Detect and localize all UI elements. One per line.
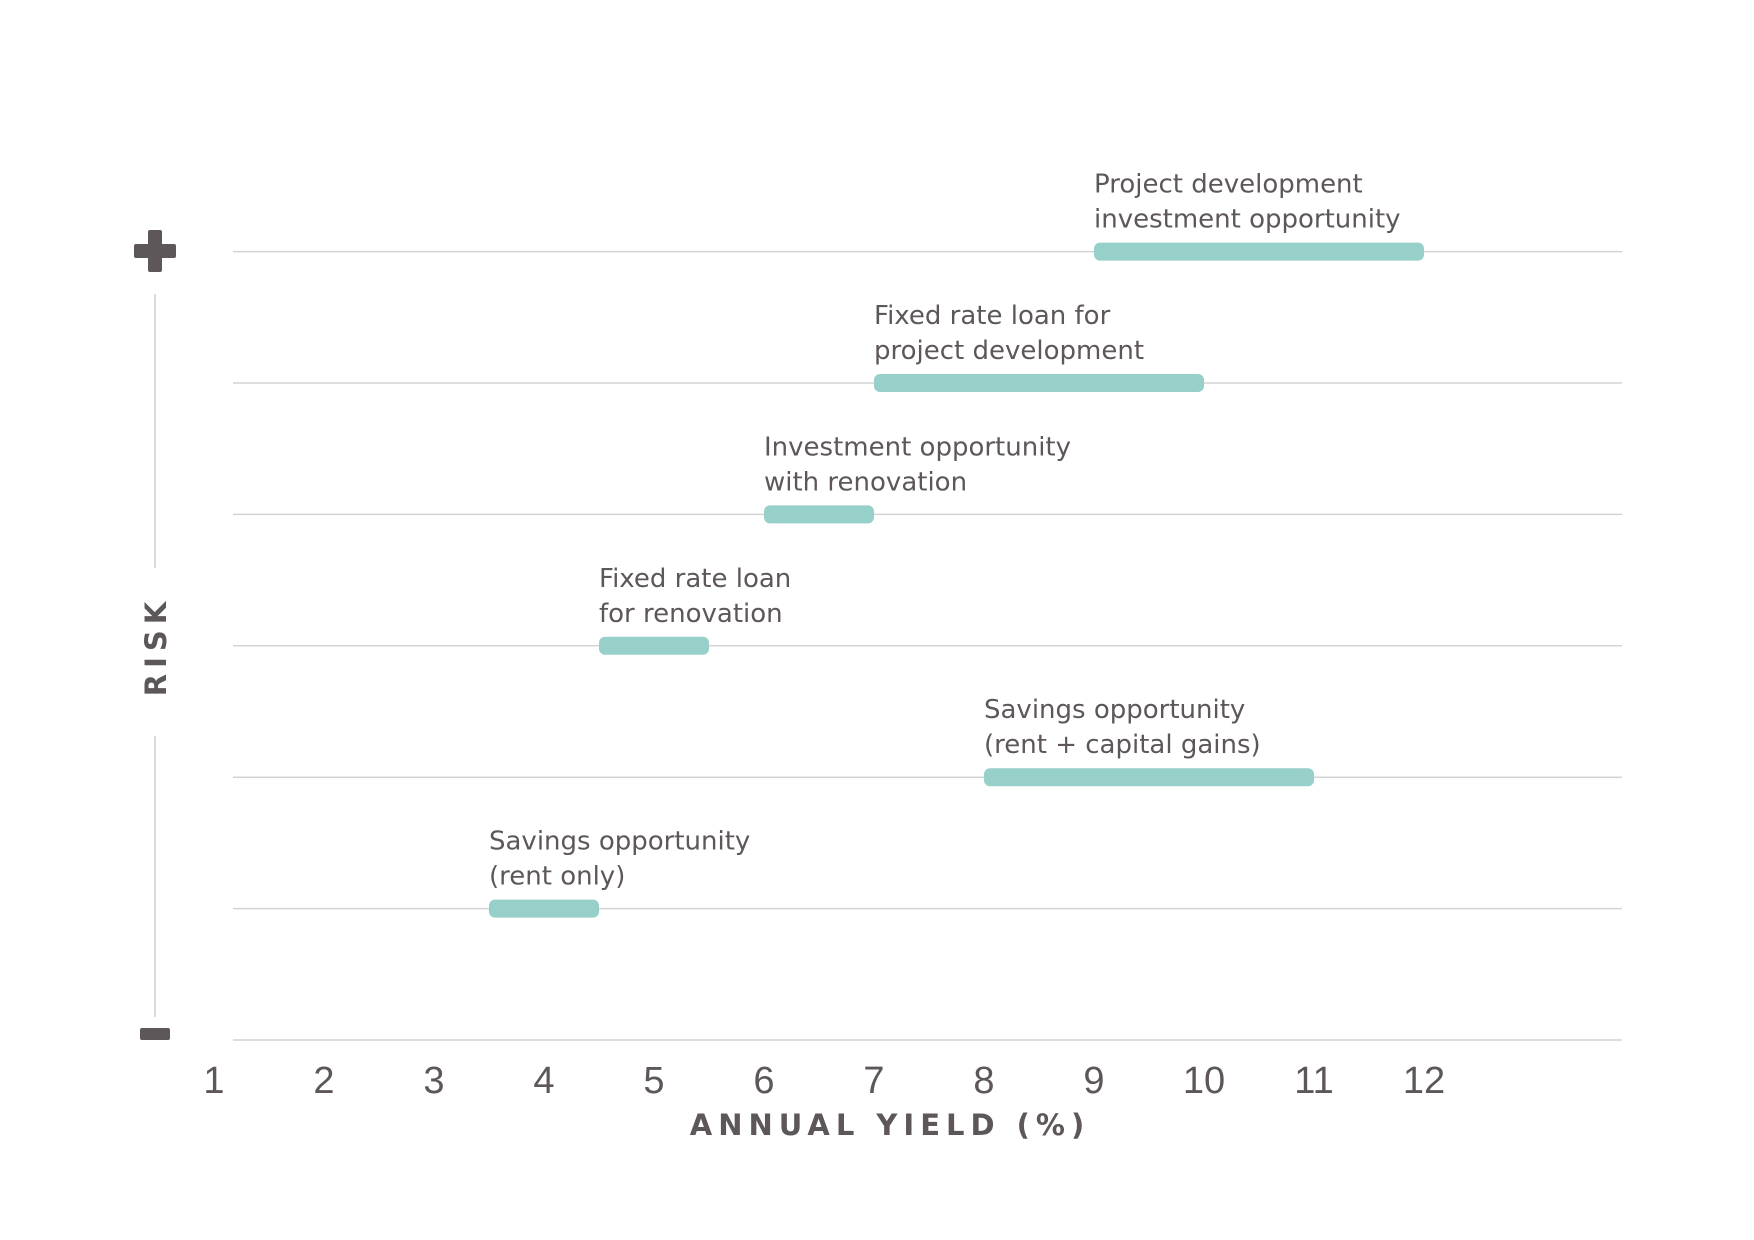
range-bars	[489, 242, 1424, 918]
plus-icon-vertical	[148, 230, 162, 272]
x-tick-labels: 1 2 3 4 5 6 7 8 9 10 11 12	[203, 1060, 1445, 1102]
x-tick-label: 7	[863, 1060, 884, 1102]
y-axis-title: RISK	[139, 596, 173, 696]
bar-label: with renovation	[764, 467, 967, 497]
gridlines	[233, 250, 1622, 1041]
bar-label: Project development	[1094, 170, 1363, 200]
x-tick-label: 6	[753, 1060, 774, 1102]
x-tick-label: 1	[203, 1060, 224, 1102]
x-tick-label: 8	[973, 1060, 994, 1102]
range-bar	[764, 505, 874, 524]
x-tick-label: 4	[533, 1060, 554, 1102]
x-tick-label: 12	[1403, 1060, 1445, 1102]
range-bar	[984, 768, 1314, 787]
range-bar	[1094, 242, 1424, 261]
x-tick-label: 2	[313, 1060, 334, 1102]
bar-labels: Project development investment opportunit…	[489, 170, 1401, 892]
x-tick-label: 9	[1083, 1060, 1104, 1102]
x-tick-label: 5	[643, 1060, 664, 1102]
risk-axis: RISK	[134, 230, 176, 1040]
minus-icon	[140, 1028, 170, 1040]
bar-label: for renovation	[599, 599, 783, 629]
bar-label: Savings opportunity	[984, 695, 1245, 725]
x-tick-label: 10	[1183, 1060, 1225, 1102]
bar-label: Fixed rate loan for	[874, 301, 1111, 331]
bar-label: Savings opportunity	[489, 827, 750, 857]
bar-label: Fixed rate loan	[599, 564, 791, 594]
bar-label: investment opportunity	[1094, 205, 1401, 235]
range-bar	[599, 636, 709, 655]
x-axis-title: ANNUAL YIELD (%)	[690, 1108, 1090, 1142]
bar-label: project development	[874, 336, 1144, 366]
range-bar	[489, 899, 599, 918]
bar-label: Investment opportunity	[764, 432, 1071, 462]
bar-label: (rent only)	[489, 862, 625, 892]
range-bar	[874, 374, 1204, 392]
x-tick-label: 3	[423, 1060, 444, 1102]
bar-label: (rent + capital gains)	[984, 730, 1261, 760]
x-tick-label: 11	[1294, 1060, 1333, 1102]
